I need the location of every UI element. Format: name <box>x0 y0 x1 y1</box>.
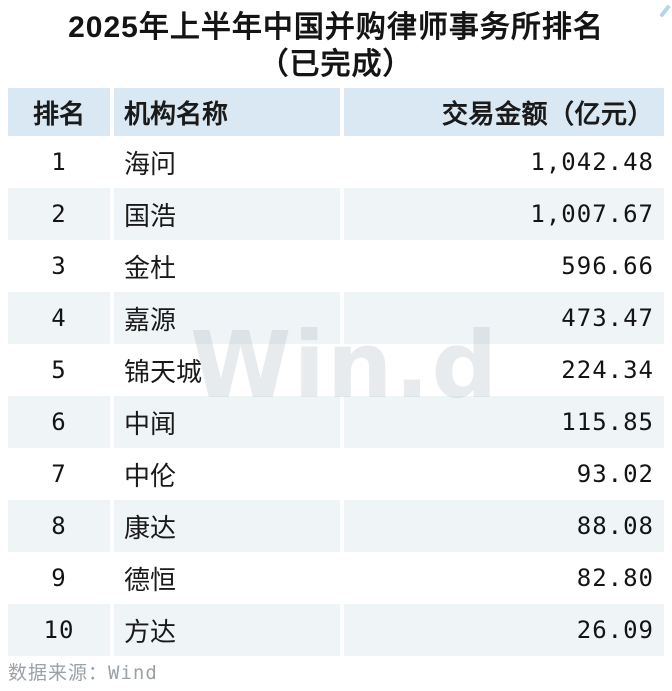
table-row: 3 金杜 596.66 <box>8 240 664 292</box>
table-row: 4 嘉源 473.47 <box>8 292 664 344</box>
table-row: 9 德恒 82.80 <box>8 552 664 604</box>
column-header-name: 机构名称 <box>114 88 340 136</box>
column-header-amount: 交易金额（亿元） <box>344 88 664 136</box>
amount-cell: 88.08 <box>344 500 664 552</box>
ranking-table: 排名 机构名称 交易金额（亿元） 1 海问 1,042.48 2 国浩 1,00… <box>8 88 664 656</box>
table-row: 10 方达 26.09 <box>8 604 664 656</box>
title-line-2: （已完成） <box>258 48 414 81</box>
firm-name-cell: 金杜 <box>124 252 177 283</box>
rank-cell: 8 <box>8 500 110 552</box>
firm-name-cell: 嘉源 <box>114 292 340 344</box>
table-row: 6 中闻 115.85 <box>8 396 664 448</box>
rank-cell: 5 <box>51 356 67 384</box>
title-line-1: 2025年上半年中国并购律师事务所排名 <box>68 11 604 44</box>
rank-cell: 1 <box>51 148 67 176</box>
firm-name-cell: 德恒 <box>124 564 177 595</box>
amount-cell: 26.09 <box>344 604 664 656</box>
amount-cell: 1,042.48 <box>530 148 654 176</box>
amount-cell: 93.02 <box>576 460 654 488</box>
amount-cell: 596.66 <box>561 252 654 280</box>
rank-cell: 6 <box>8 396 110 448</box>
rank-cell: 10 <box>8 604 110 656</box>
table-row: 1 海问 1,042.48 <box>8 136 664 188</box>
table-header-row: 排名 机构名称 交易金额（亿元） <box>8 88 664 136</box>
firm-name-cell: 海问 <box>124 148 177 179</box>
table-row: 7 中伦 93.02 <box>8 448 664 500</box>
table-row: 8 康达 88.08 <box>8 500 664 552</box>
amount-cell: 224.34 <box>561 356 654 384</box>
column-header-rank: 排名 <box>8 88 110 136</box>
rank-cell: 7 <box>51 460 67 488</box>
amount-cell: 115.85 <box>344 396 664 448</box>
firm-name-cell: 锦天城 <box>124 356 203 387</box>
firm-name-cell: 康达 <box>114 500 340 552</box>
page-title: 2025年上半年中国并购律师事务所排名 （已完成） <box>0 0 672 83</box>
amount-cell: 1,007.67 <box>344 188 664 240</box>
rank-cell: 9 <box>51 564 67 592</box>
rank-cell: 2 <box>8 188 110 240</box>
firm-name-cell: 中闻 <box>114 396 340 448</box>
data-source-label: 数据来源：Wind <box>8 662 158 684</box>
firm-name-cell: 中伦 <box>124 460 177 491</box>
firm-name-cell: 方达 <box>114 604 340 656</box>
table-row: 2 国浩 1,007.67 <box>8 188 664 240</box>
amount-cell: 473.47 <box>344 292 664 344</box>
table-row: 5 锦天城 224.34 <box>8 344 664 396</box>
table-body: 1 海问 1,042.48 2 国浩 1,007.67 3 金杜 596.66 … <box>8 136 664 656</box>
firm-name-cell: 国浩 <box>114 188 340 240</box>
rank-cell: 3 <box>51 252 67 280</box>
amount-cell: 82.80 <box>576 564 654 592</box>
rank-cell: 4 <box>8 292 110 344</box>
